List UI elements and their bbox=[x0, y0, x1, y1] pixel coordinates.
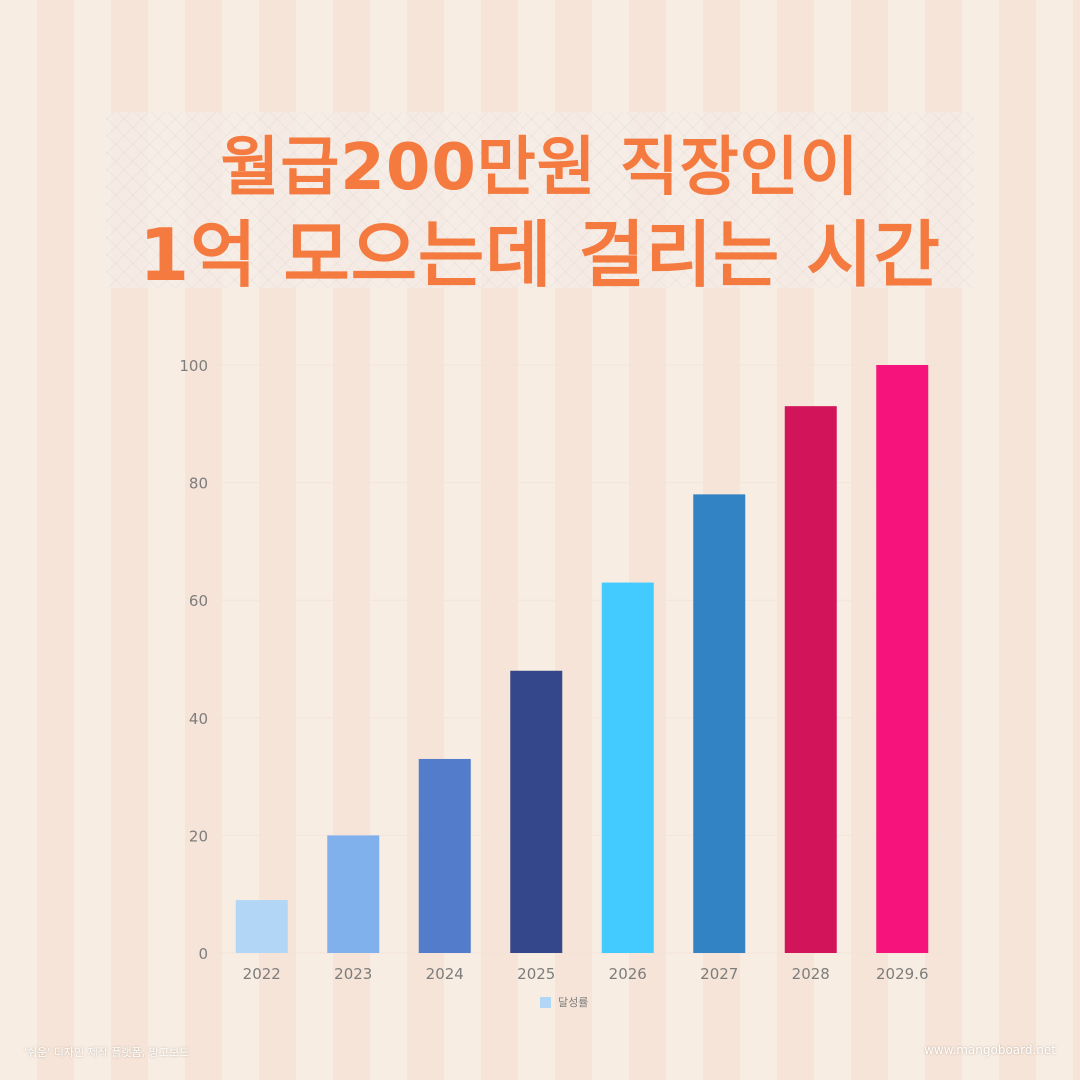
gridlines bbox=[216, 364, 948, 954]
legend: 달성률 bbox=[540, 996, 588, 1009]
x-tick-label: 2029.6 bbox=[876, 965, 929, 983]
x-tick-label: 2022 bbox=[243, 965, 281, 983]
chart-title-line-2: 1억 모으는데 걸리는 시간 bbox=[139, 213, 941, 297]
footer-credit: '쉬운' 디자인 제작 플랫폼, 망고보드 bbox=[24, 1046, 190, 1059]
bar-2028[interactable] bbox=[784, 406, 837, 953]
x-tick-label: 2027 bbox=[700, 965, 738, 983]
y-tick-label: 60 bbox=[189, 592, 208, 610]
y-tick-label: 20 bbox=[189, 827, 208, 845]
chart-title-line-1: 월급200만원 직장인이 bbox=[220, 131, 860, 205]
footer-url[interactable]: www.mangoboard.net bbox=[924, 1043, 1056, 1057]
y-axis: 0 20 40 60 80 100 bbox=[179, 357, 208, 963]
y-tick-label: 100 bbox=[179, 357, 208, 375]
x-axis: 2022 2023 2024 2025 2026 2027 2028 2029.6 bbox=[243, 965, 929, 983]
legend-label: 달성률 bbox=[558, 996, 588, 1009]
legend-swatch bbox=[540, 997, 551, 1008]
bar-2024[interactable] bbox=[418, 758, 471, 953]
x-tick-label: 2028 bbox=[792, 965, 830, 983]
x-tick-label: 2024 bbox=[426, 965, 464, 983]
bar-2026[interactable] bbox=[601, 582, 654, 953]
bar-2027[interactable] bbox=[693, 494, 746, 953]
title-banner: 월급200만원 직장인이 1억 모으는데 걸리는 시간 bbox=[106, 112, 974, 297]
bar-2023[interactable] bbox=[327, 835, 380, 953]
bar-2025[interactable] bbox=[510, 670, 563, 953]
x-tick-label: 2026 bbox=[609, 965, 647, 983]
y-tick-label: 0 bbox=[198, 945, 208, 963]
y-tick-label: 80 bbox=[189, 475, 208, 493]
bar-2022[interactable] bbox=[235, 900, 288, 953]
y-tick-label: 40 bbox=[189, 710, 208, 728]
x-tick-label: 2025 bbox=[517, 965, 555, 983]
x-tick-label: 2023 bbox=[334, 965, 372, 983]
bars bbox=[235, 365, 929, 953]
bar-2029.6[interactable] bbox=[876, 365, 929, 953]
